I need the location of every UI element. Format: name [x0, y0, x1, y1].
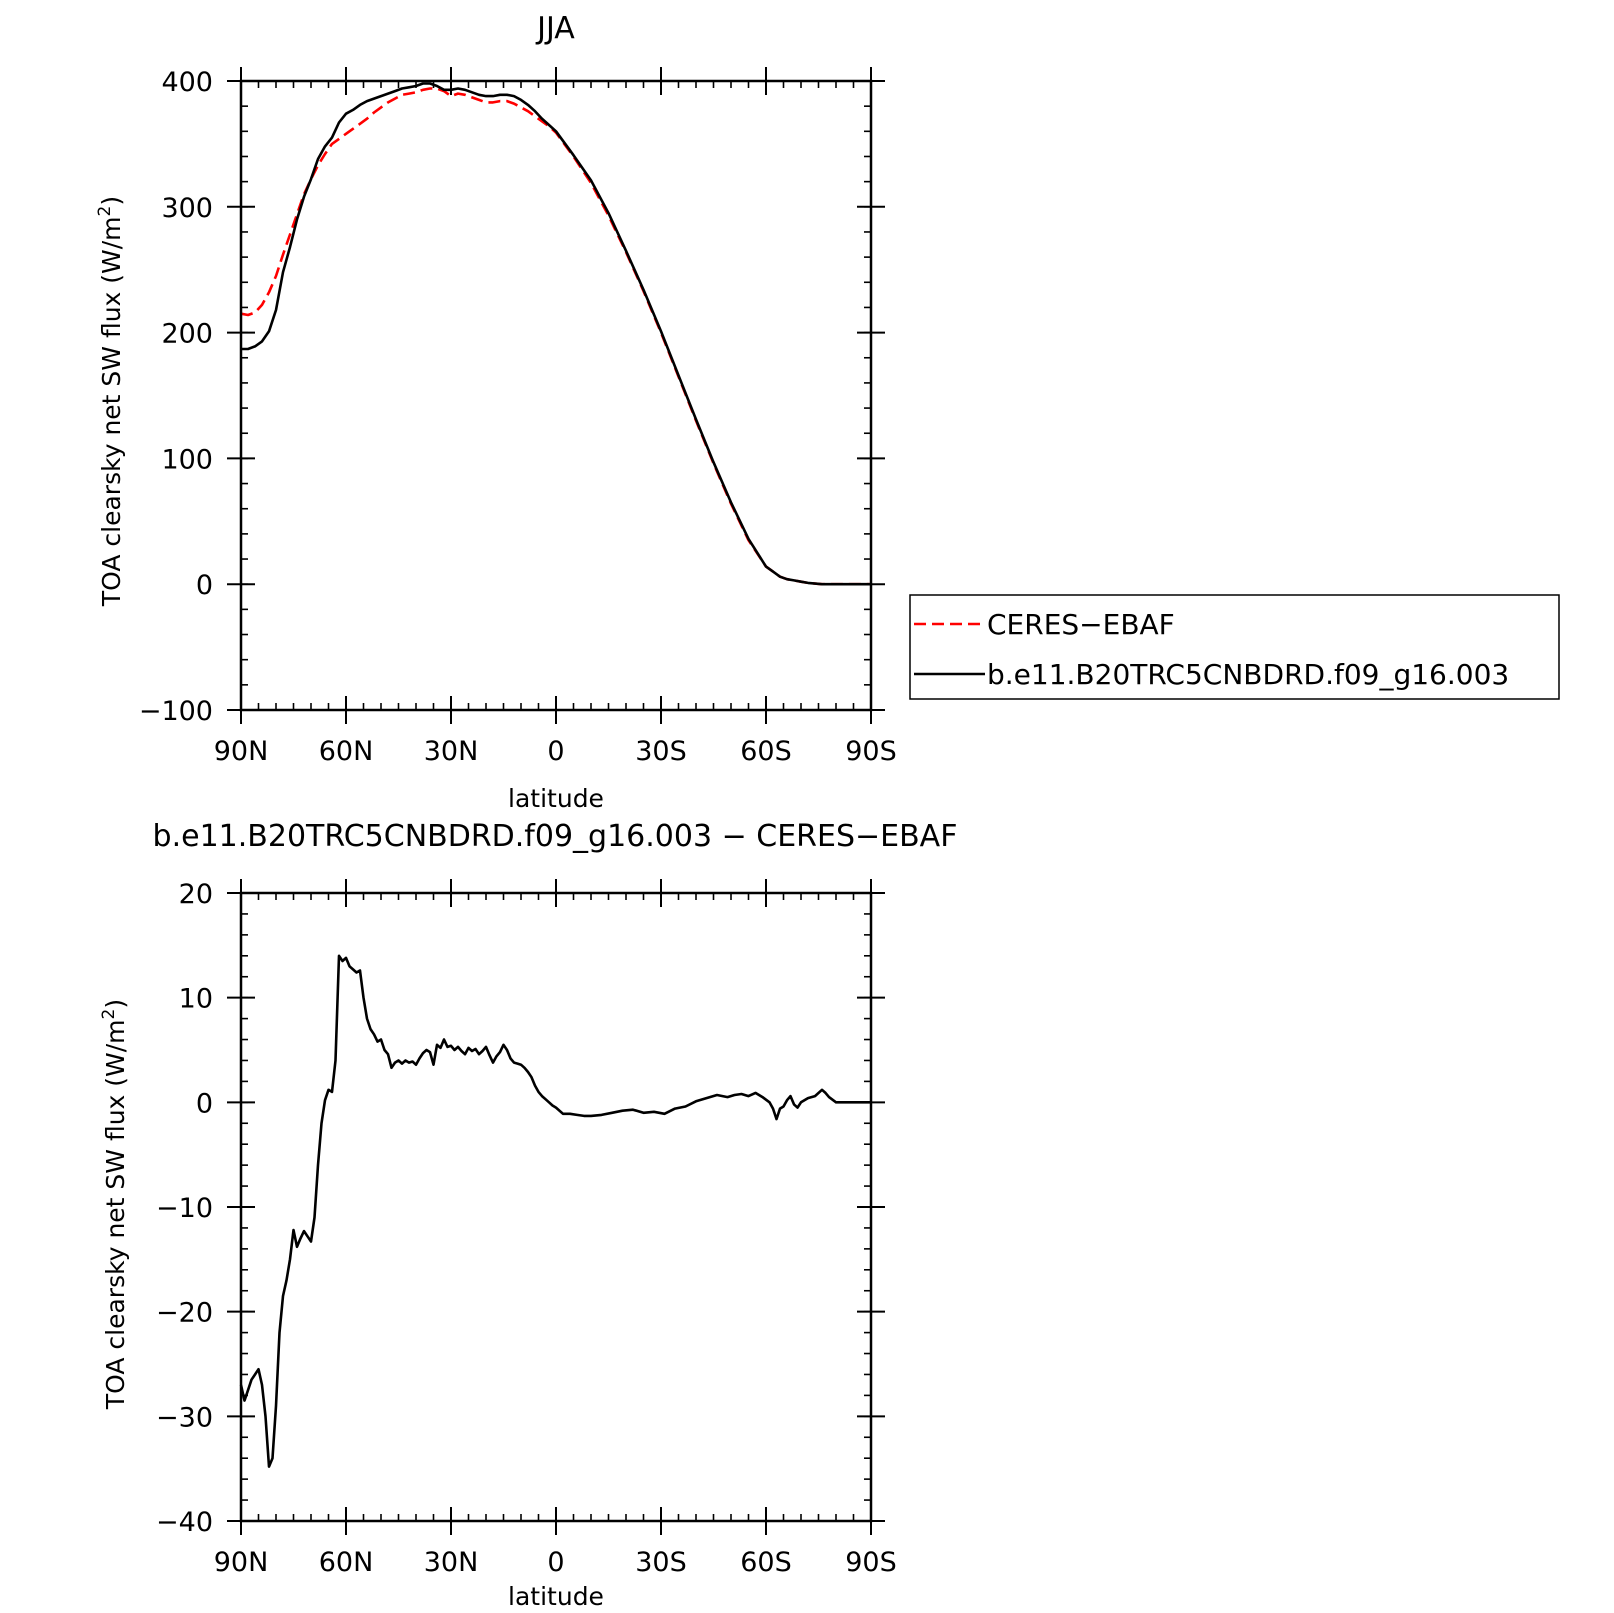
legend-label-ceres: CERES−EBAF — [987, 608, 1175, 641]
bottom-y-tick-label: 0 — [196, 1088, 213, 1119]
bottom-y-axis-label-main: TOA clearsky net SW flux (W/m — [101, 1019, 130, 1410]
top-y-tick-label: −100 — [139, 696, 213, 727]
top-y-tick-label: 200 — [161, 319, 213, 350]
top-y-axis-label-sup: 2 — [95, 206, 115, 217]
top-x-tick-label: 0 — [547, 736, 564, 767]
bottom-y-axis-label-sup: 2 — [99, 1009, 119, 1020]
bottom-x-tick-label: 90S — [845, 1547, 897, 1578]
top-y-tick-label: 100 — [161, 444, 213, 475]
bottom-x-axis-label: latitude — [508, 1582, 604, 1611]
bottom-x-tick-label: 30S — [635, 1547, 687, 1578]
bottom-x-tick-label: 90N — [214, 1547, 269, 1578]
top-x-tick-label: 90N — [214, 736, 269, 767]
top-x-tick-label: 90S — [845, 736, 897, 767]
bottom-plot-frame — [239, 891, 873, 1523]
legend-box — [909, 594, 1560, 700]
bottom-x-tick-label: 60N — [319, 1547, 374, 1578]
legend: CERES−EBAF b.e11.B20TRC5CNBDRD.f09_g16.0… — [909, 594, 1560, 700]
bottom-chart-title: b.e11.B20TRC5CNBDRD.f09_g16.003 − CERES−… — [153, 819, 958, 854]
top-y-axis-label-main: TOA clearsky net SW flux (W/m — [97, 216, 126, 607]
top-series-line-2 — [241, 82, 871, 586]
bottom-x-tick-label: 0 — [547, 1547, 564, 1578]
top-panel: JJA −100 0 100 200 300 400 90N 60N 30N 0 30S 60S 90S… — [95, 11, 897, 813]
top-x-tick-label: 60S — [740, 736, 792, 767]
top-x-axis-label: latitude — [508, 784, 604, 813]
bottom-y-tick-label: −10 — [156, 1193, 213, 1224]
bottom-y-tick-label: −40 — [156, 1507, 213, 1538]
bottom-x-tick-label: 30N — [424, 1547, 479, 1578]
bottom-y-tick-label: −20 — [156, 1298, 213, 1329]
top-x-tick-label: 60N — [319, 736, 374, 767]
top-series-line-1 — [240, 87, 871, 586]
top-y-tick-label: 0 — [196, 570, 213, 601]
bottom-y-tick-label: 20 — [179, 879, 213, 910]
top-plot-marks: −100 0 100 200 300 400 90N 60N 30N 0 30S 60S 90S — [139, 67, 897, 767]
top-x-tick-label: 30N — [424, 736, 479, 767]
bottom-y-axis-label-close: ) — [101, 999, 130, 1009]
top-y-axis-label-close: ) — [97, 196, 126, 206]
bottom-y-tick-label: 10 — [179, 984, 213, 1015]
bottom-x-tick-label: 60S — [740, 1547, 792, 1578]
legend-label-model: b.e11.B20TRC5CNBDRD.f09_g16.003 — [987, 658, 1509, 691]
bottom-panel: b.e11.B20TRC5CNBDRD.f09_g16.003 − CERES−… — [99, 819, 957, 1611]
top-y-tick-label: 300 — [161, 193, 213, 224]
top-plot-frame — [239, 79, 873, 712]
top-chart-title: JJA — [535, 11, 575, 46]
bottom-y-tick-label: −30 — [156, 1402, 213, 1433]
bottom-y-axis-label: TOA clearsky net SW flux (W/m2) — [99, 999, 130, 1410]
top-y-axis-label: TOA clearsky net SW flux (W/m2) — [95, 196, 126, 607]
top-y-tick-label: 400 — [161, 67, 213, 98]
bottom-series-line-1 — [239, 954, 871, 1468]
bottom-plot-marks: −40 −30 −20 −10 0 10 20 90N 60N 30N 0 30S 60S 90S — [156, 879, 897, 1578]
top-x-tick-label: 30S — [635, 736, 687, 767]
